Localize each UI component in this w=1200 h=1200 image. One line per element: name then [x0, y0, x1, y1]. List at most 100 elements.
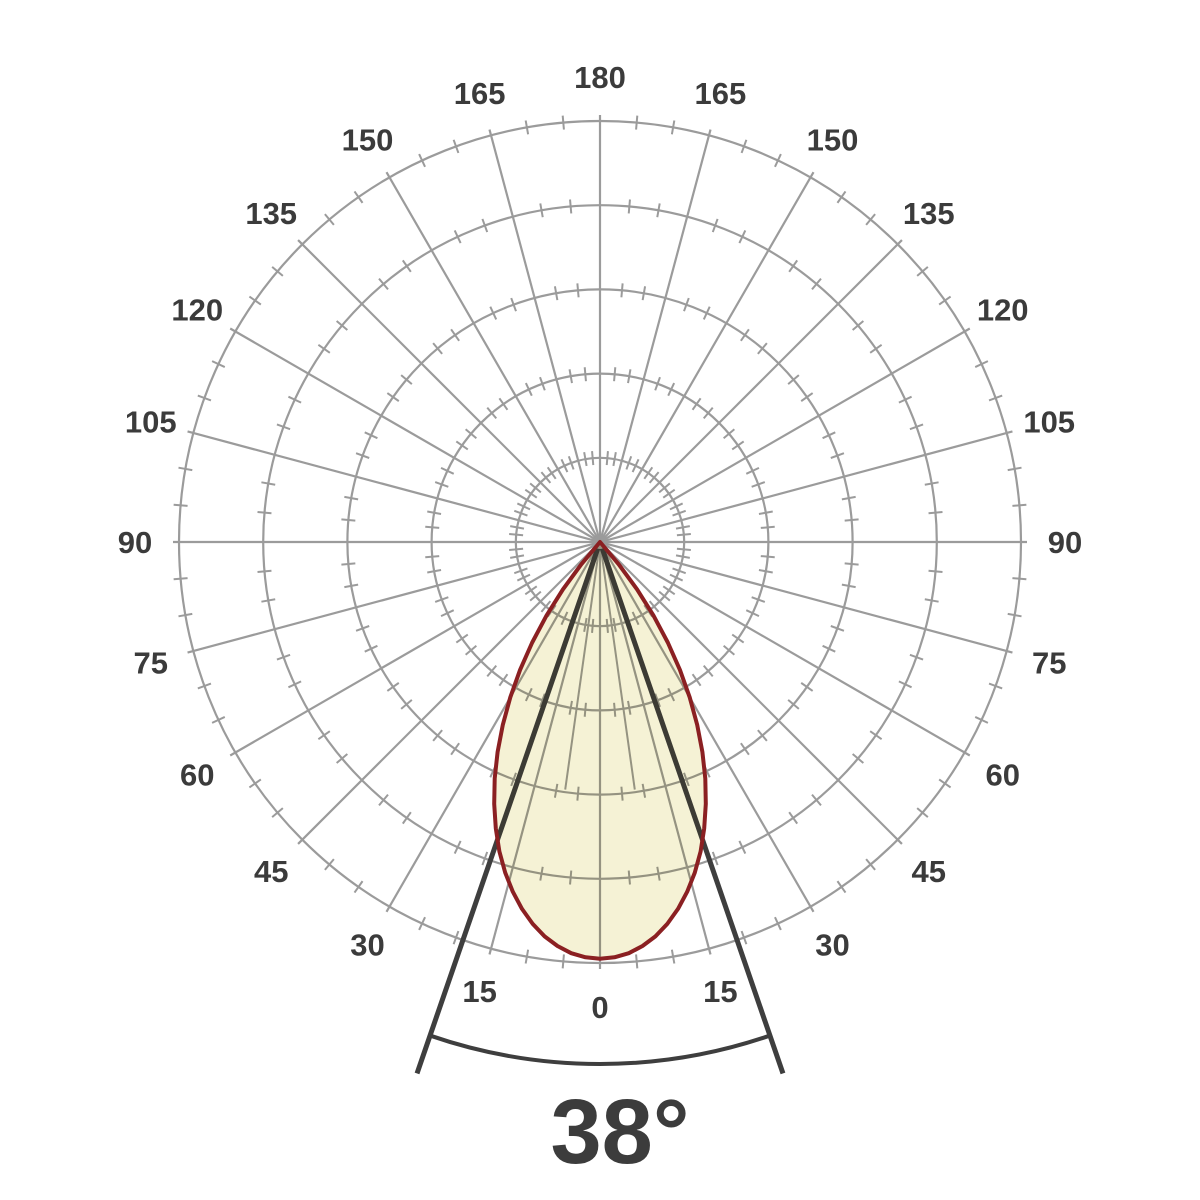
grid-minor-tick	[702, 306, 711, 320]
grid-minor-tick	[317, 730, 331, 741]
grid-minor-tick	[924, 481, 939, 486]
grid-minor-tick	[486, 406, 498, 420]
grid-minor-tick	[740, 742, 750, 756]
grid-minor-tick	[569, 199, 573, 214]
grid-minor-tick	[844, 562, 859, 566]
angle-label: 15	[703, 974, 737, 1009]
grid-minor-tick	[453, 229, 462, 244]
grid-minor-tick	[178, 466, 193, 472]
grid-minor-tick	[317, 343, 331, 354]
grid-minor-tick	[450, 742, 460, 756]
angle-label: 135	[245, 196, 297, 231]
angle-label: 15	[462, 974, 496, 1009]
grid-minor-tick	[378, 793, 389, 807]
grid-minor-tick	[851, 320, 865, 331]
grid-minor-tick	[248, 778, 262, 789]
grid-minor-tick	[287, 395, 302, 404]
grid-minor-tick	[670, 949, 676, 964]
grid-minor-tick	[529, 482, 542, 494]
grid-minor-tick	[335, 753, 349, 764]
grid-minor-tick	[516, 573, 531, 582]
grid-minor-tick	[440, 609, 455, 618]
grid-minor-tick	[257, 569, 272, 573]
grid-minor-tick	[335, 320, 349, 331]
grid-radial-line	[598, 129, 712, 543]
grid-minor-tick	[324, 213, 335, 226]
grid-radial-line	[599, 239, 903, 543]
grid-minor-tick	[641, 286, 647, 301]
grid-radial-line	[229, 541, 601, 757]
grid-minor-tick	[211, 716, 226, 724]
grid-minor-tick	[553, 286, 559, 301]
grid-minor-tick	[788, 811, 799, 825]
grid-minor-tick	[731, 440, 745, 451]
grid-minor-tick	[481, 218, 489, 233]
angle-label: 150	[342, 122, 394, 157]
grid-radial-line	[599, 541, 971, 757]
grid-radial-line	[488, 129, 602, 543]
grid-minor-tick	[702, 664, 714, 678]
grid-radial-line	[599, 327, 971, 543]
grid-minor-tick	[654, 376, 661, 391]
grid-radial-line	[599, 540, 1013, 654]
grid-minor-tick	[418, 153, 426, 168]
grid-minor-tick	[1007, 466, 1022, 472]
angle-label: 120	[171, 293, 223, 328]
grid-minor-tick	[631, 458, 640, 473]
grid-minor-tick	[683, 297, 690, 312]
grid-minor-tick	[1007, 612, 1022, 618]
grid-minor-tick	[738, 229, 747, 244]
angle-label: 45	[254, 854, 288, 889]
grid-minor-tick	[540, 471, 552, 484]
grid-minor-tick	[865, 213, 876, 226]
grid-minor-tick	[450, 328, 460, 342]
grid-radial-line	[599, 430, 1013, 544]
grid-minor-tick	[489, 306, 498, 320]
grid-minor-tick	[691, 397, 702, 411]
angle-label: 30	[815, 928, 849, 963]
grid-minor-tick	[662, 585, 676, 596]
grid-minor-tick	[605, 451, 609, 466]
angle-labels: 0 15 15 30 30 45 45 60 60 75 75 90 90 105 105 120 120 135…	[118, 60, 1082, 1025]
grid-minor-tick	[928, 511, 943, 515]
grid-minor-tick	[1012, 503, 1027, 507]
grid-minor-tick	[257, 511, 272, 515]
grid-minor-tick	[276, 423, 291, 431]
grid-minor-tick	[898, 680, 913, 689]
grid-minor-tick	[670, 120, 676, 135]
grid-minor-tick	[434, 481, 449, 488]
grid-minor-tick	[916, 807, 929, 818]
grid-minor-tick	[667, 382, 676, 397]
grid-minor-tick	[197, 682, 212, 690]
grid-minor-tick	[751, 596, 766, 603]
grid-minor-tick	[722, 428, 736, 440]
grid-minor-tick	[248, 295, 262, 306]
grid-minor-tick	[341, 518, 356, 522]
grid-minor-tick	[774, 916, 782, 931]
grid-minor-tick	[675, 525, 690, 530]
angle-label: 75	[1032, 645, 1066, 680]
grid-minor-tick	[509, 547, 524, 551]
grid-minor-tick	[498, 397, 509, 411]
grid-minor-tick	[928, 569, 943, 573]
grid-minor-tick	[740, 930, 748, 945]
grid-minor-tick	[760, 525, 775, 529]
angle-label: 165	[454, 76, 506, 111]
grid-minor-tick	[635, 954, 639, 969]
grid-minor-tick	[510, 525, 525, 530]
grid-minor-tick	[561, 954, 565, 969]
beam-lobe-outline-group	[492, 540, 708, 961]
grid-minor-tick	[757, 342, 768, 355]
grid-minor-tick	[271, 266, 284, 277]
grid-minor-tick	[452, 139, 460, 154]
grid-minor-tick	[529, 590, 542, 602]
grid-minor-tick	[702, 406, 714, 420]
grid-minor-tick	[672, 509, 687, 517]
grid-minor-tick	[355, 625, 370, 632]
grid-minor-tick	[353, 190, 364, 204]
grid-minor-tick	[524, 120, 530, 135]
grid-minor-tick	[486, 664, 498, 678]
grid-radial-line	[297, 541, 601, 845]
grid-minor-tick	[453, 840, 462, 855]
